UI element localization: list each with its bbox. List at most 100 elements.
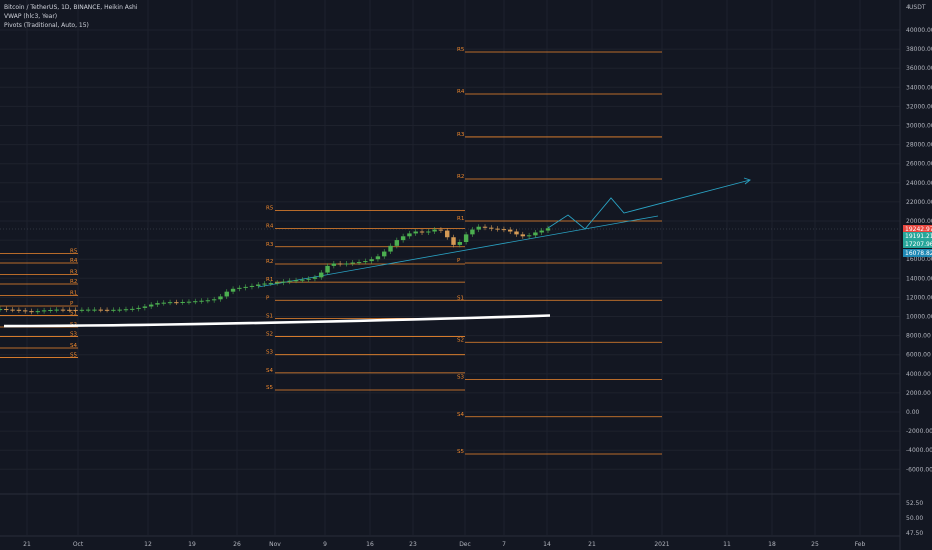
price-axis-top-label: 4	[906, 4, 910, 11]
candle-body	[508, 229, 513, 232]
projection-path	[547, 179, 751, 230]
candle-body	[514, 231, 519, 235]
candle-body	[300, 279, 305, 281]
vwap-path	[3, 314, 551, 328]
price-tag: 16078.82	[903, 249, 932, 257]
pivot-label-p: P	[70, 301, 74, 307]
time-axis-label: 2021	[654, 541, 669, 548]
pivot-label-r5: R5	[457, 47, 465, 53]
candle-body	[445, 230, 450, 238]
candle-body	[319, 272, 324, 278]
time-axis-label: Nov	[269, 541, 281, 548]
pivot-label-r1: R1	[457, 216, 464, 222]
axis-bg	[900, 0, 932, 550]
price-axis-label: 38000.00	[906, 46, 932, 53]
candle-body	[331, 263, 337, 266]
symbol-title[interactable]: Bitcoin / TetherUS, 1D, BINANCE, Heikin …	[4, 4, 138, 11]
price-axis-label: 6000.00	[906, 352, 931, 359]
candle-body	[243, 286, 248, 288]
candle-body	[16, 309, 22, 311]
price-tag: 19191.21	[903, 232, 932, 240]
candle-body	[224, 291, 229, 297]
candle-body	[29, 311, 34, 313]
time-axis-label: 18	[768, 541, 776, 548]
currency-unit: USDT	[909, 4, 926, 11]
pivot-label-s5: S5	[70, 353, 77, 359]
candle-body	[92, 309, 97, 311]
pivot-label-r4: R4	[70, 258, 78, 264]
trend-support-line	[257, 215, 659, 288]
sub-axis-label: 47.50	[906, 530, 923, 537]
price-tag-bg	[903, 232, 932, 240]
price-axis-label: 26000.00	[906, 161, 932, 168]
price-tag-text: 16078.82	[905, 250, 932, 257]
candle-body	[287, 280, 292, 282]
price-axis-label: 10000.00	[906, 314, 932, 321]
candle-body	[438, 229, 444, 231]
vwap-line	[3, 314, 551, 328]
pivot-label-r5: R5	[266, 205, 274, 211]
price-axis-label: -2000.00	[906, 428, 932, 435]
candle-body	[54, 309, 59, 311]
pivots-legend[interactable]: Pivots (Traditional, Auto, 15)	[4, 22, 89, 29]
candle-body	[161, 302, 166, 304]
price-axis-label: 36000.00	[906, 65, 932, 72]
pivot-label-s2: S2	[266, 332, 273, 338]
candle-body	[457, 242, 463, 245]
candle-body	[293, 280, 299, 282]
candle-body	[123, 309, 129, 311]
candle-body	[337, 263, 343, 265]
time-axis-label: 21	[23, 541, 31, 548]
candle-body	[148, 304, 154, 307]
candle-body	[256, 284, 261, 286]
candle-body	[218, 296, 223, 300]
candle-body	[281, 281, 286, 283]
candle-body	[199, 300, 204, 302]
price-axis-label: 22000.00	[906, 199, 932, 206]
time-axis[interactable]: 21 Oct 12 19 26 Nov 9 16 23 Dec 7 14 21 2021 11 18 25 Feb	[0, 535, 900, 548]
time-axis-label: 7	[502, 541, 506, 548]
candle-body	[344, 263, 349, 265]
price-tag: 19242.97	[903, 225, 932, 233]
price-axis-label: 28000.00	[906, 142, 932, 149]
pivot-label-r3: R3	[70, 269, 78, 275]
candle-body	[67, 309, 72, 311]
pivot-label-p: P	[266, 295, 270, 301]
candle-body	[382, 251, 387, 257]
price-tag-bg	[903, 225, 932, 233]
candle-body	[520, 234, 526, 237]
candle-body	[60, 309, 66, 311]
candle-body	[274, 282, 280, 284]
candle-body	[111, 309, 116, 311]
pivot-label-s1: S1	[266, 313, 273, 319]
pivot-label-r5: R5	[70, 248, 78, 254]
candle-body	[98, 309, 103, 311]
candle-body	[155, 303, 160, 305]
candle-body	[22, 310, 28, 312]
trendline-drawings	[257, 177, 751, 288]
time-axis-label: Dec	[459, 541, 471, 548]
time-axis-label: 23	[409, 541, 417, 548]
candle-body	[306, 278, 311, 280]
candle-body	[539, 230, 544, 233]
candle-body	[237, 287, 242, 289]
price-axis-label: 24000.00	[906, 180, 932, 187]
candle-body	[0, 309, 3, 311]
pivot-label-r3: R3	[457, 132, 465, 138]
price-axis[interactable]: 40000.00 38000.00 36000.00 34000.00 32000.00…	[899, 0, 932, 550]
price-axis-label: 34000.00	[906, 84, 932, 91]
projection-arrow-icon	[743, 177, 751, 185]
pivot-label-r4: R4	[457, 89, 465, 95]
candle-body	[268, 283, 274, 285]
price-tag-bg	[903, 240, 932, 248]
time-axis-label: 25	[811, 541, 819, 548]
vwap-legend[interactable]: VWAP (hlc3, Year)	[4, 13, 58, 20]
time-axis-label: Feb	[855, 541, 866, 548]
candle-body	[130, 308, 135, 310]
time-axis-label: 16	[366, 541, 374, 548]
price-axis-label: 40000.00	[906, 27, 932, 34]
candle-body	[205, 300, 211, 302]
candle-body	[4, 309, 9, 311]
